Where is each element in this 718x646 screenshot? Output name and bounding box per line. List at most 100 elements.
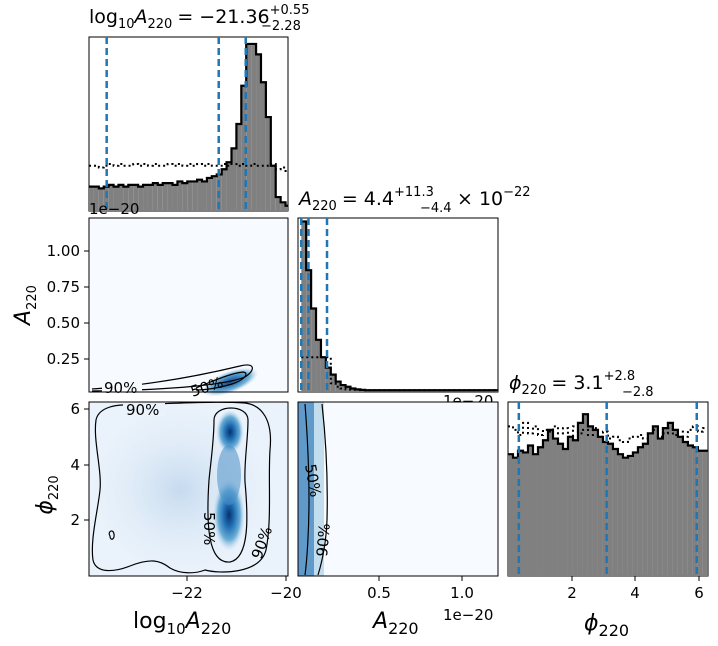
density-blob-upper <box>216 410 244 454</box>
histogram-bar <box>197 179 203 211</box>
x-ticks-log10A220: −22 −20 <box>171 576 302 602</box>
histogram-bar <box>316 339 321 392</box>
histogram-bar <box>562 448 568 576</box>
xtick-label: −22 <box>171 584 203 602</box>
histogram-bar <box>642 443 648 576</box>
contour-label-box <box>123 402 165 416</box>
histogram-bar <box>128 184 134 211</box>
panel-kde-log10A220-phi220: 90% 50% 90% 2 4 6 −22 −20 ϕ220 log10A220 <box>33 400 302 638</box>
histogram-bar <box>532 454 538 576</box>
histogram-bar <box>118 184 124 211</box>
title-lower: −2.28 <box>261 19 301 34</box>
title-prefix: log <box>89 6 118 28</box>
histogram-bar <box>98 188 104 211</box>
histogram-bar <box>221 169 227 211</box>
contour-label-90-top: 90% <box>126 401 159 419</box>
histogram-bar <box>597 436 603 576</box>
scale-text-log10A220: 1e−20 <box>89 200 139 218</box>
histogram-bar <box>537 447 543 576</box>
y-axis-label-A220: A220 <box>11 285 40 327</box>
density-band-soft <box>314 402 324 576</box>
label-var: ϕ <box>584 611 599 636</box>
histogram-bar <box>345 386 351 392</box>
contour-label-90: 90% <box>313 523 334 558</box>
scale-text-A220-x: 1e−20 <box>443 606 493 624</box>
histogram-bar <box>602 442 608 576</box>
histogram-bar <box>147 184 153 211</box>
histogram-bar <box>637 447 643 576</box>
xtick-label: 6 <box>694 584 704 602</box>
label-var: A <box>371 609 388 634</box>
histogram-bar <box>330 374 336 392</box>
posterior-outline <box>508 413 708 459</box>
panel-kde-log10A220-A220: 90% 50% 0.25 0.50 0.75 1.00 A220 <box>11 217 289 401</box>
xtick-label: 0.5 <box>367 584 391 602</box>
histogram-bar <box>577 422 583 576</box>
histogram-bar <box>657 438 663 576</box>
histogram-bar <box>256 54 261 212</box>
axes-frame <box>88 217 289 393</box>
panel-hist-A220: 1e−20 A220 = 4.4+11.3 −4.4 × 10−22 <box>297 185 531 410</box>
histogram-bar <box>522 452 528 576</box>
histogram-bar <box>285 205 288 211</box>
histogram-bar <box>325 367 331 392</box>
title-var: A <box>133 6 148 28</box>
title-sub: 220 <box>522 383 547 398</box>
histogram-bar <box>350 388 356 392</box>
label-sub: 220 <box>25 285 40 310</box>
histogram-bar <box>103 186 109 211</box>
contour-90-outer <box>91 401 272 574</box>
histogram-bar <box>687 445 693 576</box>
title-sub: 220 <box>148 17 173 32</box>
title-upper: +0.55 <box>270 3 310 18</box>
histogram-bar <box>260 82 266 212</box>
xtick-label: 2 <box>567 584 577 602</box>
axes-frame <box>88 401 289 577</box>
histogram-bar <box>311 308 317 392</box>
histogram-phi220 <box>508 402 708 576</box>
histogram-bar <box>582 414 588 576</box>
contour-90-island <box>108 530 115 540</box>
title-median: = 4.4 <box>342 188 394 210</box>
ytick-label: 0.25 <box>47 350 80 368</box>
histogram-bar <box>355 389 361 392</box>
contour-50 <box>304 403 310 576</box>
histogram-bar <box>692 447 698 576</box>
histogram-bar <box>251 43 257 212</box>
histogram-bar <box>702 450 708 576</box>
histogram-bar <box>527 445 533 576</box>
histogram-bar <box>143 184 148 211</box>
histogram-bar <box>275 197 281 211</box>
panel-title-log10A220: log10A220 = −21.36+0.55 −2.28 <box>89 3 309 34</box>
title-base: 10 <box>118 17 135 32</box>
prior-outline <box>508 421 708 444</box>
histogram-bar <box>236 124 242 211</box>
histogram-bar <box>627 455 633 576</box>
histogram-bar <box>123 186 129 211</box>
histogram-bar <box>622 457 628 576</box>
histogram-bar <box>265 117 271 211</box>
histogram-bar <box>241 85 247 211</box>
density-blob <box>201 367 259 397</box>
histogram-bar <box>682 442 688 576</box>
histogram-bar <box>301 221 307 392</box>
ytick-label: 0.50 <box>47 314 80 332</box>
histogram-bar <box>157 184 163 211</box>
title-median: = −21.36 <box>177 6 269 28</box>
contour-50 <box>195 371 247 391</box>
panel-hist-phi220: ϕ220 = 3.1+2.8 −2.8 <box>507 369 709 577</box>
histogram-bar <box>632 452 638 576</box>
title-lower: −2.8 <box>622 385 654 400</box>
histogram-bar <box>93 186 99 211</box>
title-lower: −4.4 <box>420 201 452 216</box>
histogram-bar <box>552 438 558 576</box>
x-axis-label-A220: A220 <box>371 609 419 638</box>
histogram-bar <box>652 426 658 576</box>
ytick-label: 2 <box>70 511 80 529</box>
xtick-label: 1.0 <box>450 584 474 602</box>
histogram-bar <box>89 186 94 211</box>
histogram-bar <box>113 186 119 211</box>
histogram-bar <box>617 454 623 576</box>
y-ticks-A220: 0.25 0.50 0.75 1.00 <box>47 242 89 368</box>
histogram-bar <box>607 443 613 576</box>
